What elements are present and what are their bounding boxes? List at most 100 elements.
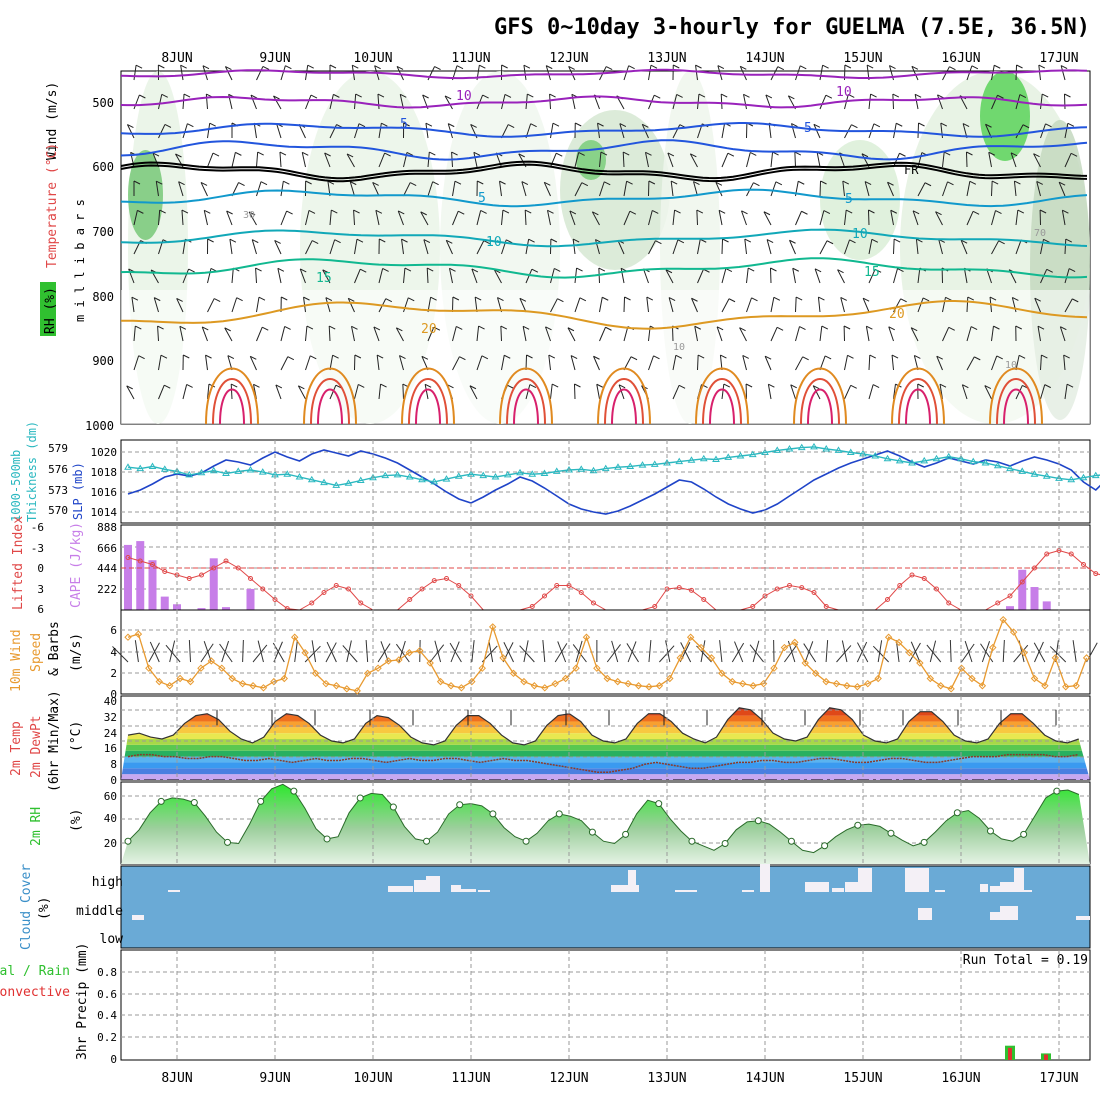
wind-barb-flag	[947, 181, 954, 186]
wind-barb-flag	[183, 93, 191, 98]
li-point	[235, 565, 241, 571]
thickness-point	[797, 443, 806, 451]
wind-barb-flag	[696, 209, 704, 214]
slp-tick: 1020	[91, 446, 118, 459]
li-point	[358, 600, 364, 606]
wind-barb	[354, 384, 365, 400]
wind10m-point	[405, 649, 414, 657]
wind10m-point	[280, 674, 288, 683]
wind-barb-staff	[354, 239, 358, 255]
wind-barb-staff	[917, 182, 926, 197]
wind-barb-staff	[789, 240, 796, 255]
wind-barb-staff	[354, 268, 361, 284]
wind-barb-flag	[794, 151, 802, 156]
wind-barb-flag	[346, 153, 354, 158]
wind-barb-flag	[914, 93, 922, 98]
wind-barb-staff	[500, 325, 502, 342]
wind-barb-flag	[526, 354, 533, 359]
wind-barb-staff	[447, 123, 453, 139]
slp-tick: 1016	[91, 486, 118, 499]
high-cloud-block	[935, 890, 945, 892]
wind-barb	[648, 355, 660, 371]
wind-barb	[991, 210, 1002, 226]
precip-rain-label: tal / Rain	[0, 964, 70, 979]
wind-barb-flag	[298, 385, 305, 390]
wind-barb	[521, 181, 529, 197]
wind-barb-flag	[694, 325, 701, 330]
wind-barb	[444, 95, 453, 110]
precip-series	[1005, 1045, 1051, 1060]
wind-label-1: 10m Wind	[9, 629, 24, 692]
wind-barb	[893, 268, 904, 284]
wind-barb-staff	[795, 65, 801, 81]
wind10m-point	[593, 664, 601, 672]
wind-barb-staff	[915, 239, 919, 255]
wind-barb-flag	[822, 64, 829, 69]
thickness-point	[1018, 467, 1027, 474]
wind10m-point	[978, 682, 987, 690]
day-gridlines	[176, 440, 1060, 1060]
thickness-point	[552, 467, 561, 474]
wind-barb-staff	[599, 181, 605, 197]
high-cloud-block	[858, 868, 872, 892]
wind-barb-staff	[280, 181, 284, 197]
contour-label: 10	[673, 342, 685, 353]
wind10m-point	[416, 646, 424, 655]
wind-barb-flag	[1016, 64, 1023, 69]
wind-barb	[545, 65, 553, 81]
wind-barb	[574, 297, 587, 313]
wind-barb-staff	[770, 152, 774, 168]
wind-barb-flag	[523, 64, 531, 69]
thickness-point	[981, 459, 990, 466]
wind-barb-staff	[988, 152, 992, 168]
wind-barb-flag	[551, 383, 559, 388]
wind-barb-staff	[595, 239, 600, 255]
wind-barb-flag	[741, 210, 748, 215]
li-point	[591, 600, 596, 606]
wind-barb	[937, 94, 944, 110]
wind-barb	[427, 326, 441, 342]
wind-barb-flag	[430, 296, 437, 301]
y-tick-label: 700	[92, 225, 114, 239]
wind-barb-flag	[1060, 65, 1068, 69]
wind-barb-staff	[819, 210, 825, 226]
cape-bar	[173, 604, 181, 610]
wind-barb-staff	[349, 181, 355, 197]
wind10m-point	[176, 674, 184, 683]
wind-barb-flag	[991, 180, 999, 185]
wind-barb-flag	[652, 210, 659, 214]
wind-barb	[1064, 152, 1078, 168]
wind-barb-staff	[250, 94, 257, 110]
wind-barb	[519, 297, 527, 313]
wind-barb-staff	[763, 211, 772, 226]
wind-barb	[689, 153, 698, 168]
wind-barb-flag	[602, 296, 609, 301]
wind-barb	[525, 268, 539, 284]
wind10m-point	[124, 633, 132, 641]
wind-barb-flag	[178, 181, 185, 186]
wind-barb-flag	[985, 123, 992, 128]
thickness-point	[773, 446, 782, 453]
thickness-point	[160, 465, 169, 472]
wind-barb-flag	[1012, 296, 1019, 301]
wind-barb-staff	[375, 210, 380, 226]
isotherm	[120, 68, 1088, 80]
wind-barb	[795, 296, 803, 313]
wind-barb-staff	[256, 297, 260, 313]
wind-barb-flag	[424, 383, 432, 388]
cape-bar	[1018, 569, 1027, 610]
wind-barb-flag	[384, 152, 391, 157]
li-point	[1032, 565, 1037, 571]
wind10m-barb	[909, 642, 921, 663]
rh-point	[754, 817, 762, 825]
wind-barb-staff	[599, 152, 602, 168]
rh-area	[121, 784, 1090, 864]
wind-barb-staff	[328, 325, 331, 342]
wind-barb	[795, 210, 808, 226]
wind10m-barb	[784, 643, 798, 663]
wind-barb-flag	[507, 124, 515, 129]
wind-barb-flag	[1072, 298, 1079, 303]
upper-air-y-axis: 500 600 700 800 900 1000	[85, 96, 114, 433]
wind10m-barb	[1013, 644, 1029, 663]
contour-label: 10	[1005, 360, 1017, 371]
